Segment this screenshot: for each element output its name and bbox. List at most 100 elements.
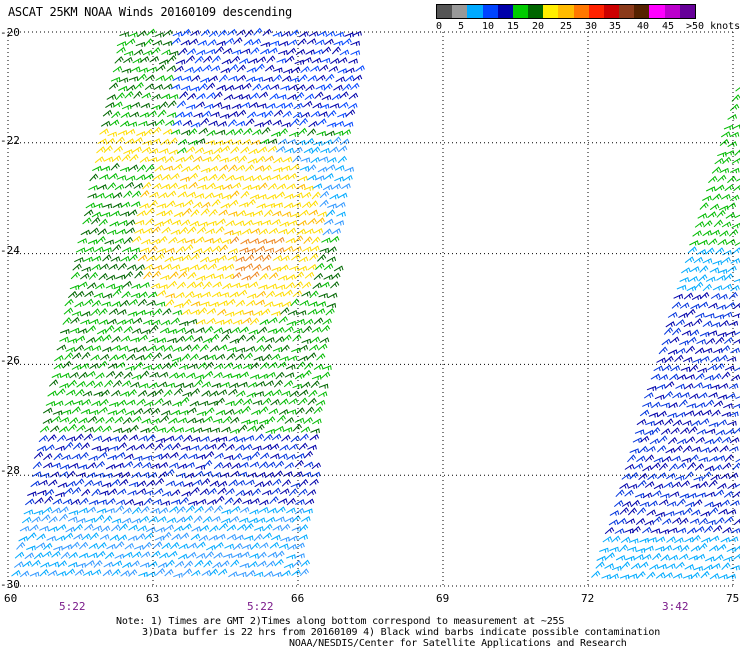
wind-barb bbox=[75, 290, 85, 299]
wind-barb bbox=[635, 517, 646, 525]
colorbar-segment bbox=[543, 5, 559, 18]
wind-barb bbox=[115, 505, 125, 513]
wind-barb bbox=[231, 103, 242, 110]
wind-barb bbox=[267, 328, 278, 334]
wind-barb bbox=[689, 454, 699, 462]
wind-barb bbox=[191, 526, 201, 532]
wind-barb bbox=[268, 408, 279, 415]
wind-barb bbox=[704, 438, 715, 445]
wind-barb bbox=[316, 353, 326, 361]
colorbar-label: 20 bbox=[532, 21, 545, 32]
wind-barb bbox=[331, 272, 341, 280]
wind-barb bbox=[124, 138, 135, 145]
wind-barb bbox=[329, 193, 339, 200]
wind-barb bbox=[690, 545, 701, 552]
wind-barb bbox=[295, 91, 305, 100]
wind-barb bbox=[57, 482, 68, 488]
wind-barb bbox=[693, 499, 703, 507]
wind-barb bbox=[321, 237, 331, 243]
wind-barb bbox=[639, 561, 649, 569]
wind-barb bbox=[680, 366, 691, 372]
wind-barb bbox=[220, 145, 231, 153]
wind-barb bbox=[194, 470, 204, 478]
wind-barb bbox=[69, 371, 79, 379]
wind-barb bbox=[162, 263, 172, 270]
wind-barb bbox=[160, 183, 171, 190]
wind-barb bbox=[627, 483, 638, 490]
wind-barb bbox=[190, 309, 200, 315]
wind-barb bbox=[155, 567, 166, 576]
wind-barb bbox=[700, 570, 710, 579]
wind-barb bbox=[243, 219, 254, 227]
wind-barb bbox=[195, 236, 205, 244]
wind-barb bbox=[154, 388, 164, 396]
wind-barb bbox=[144, 83, 155, 90]
wind-barb bbox=[651, 462, 661, 470]
wind-barb bbox=[275, 145, 286, 153]
wind-barb bbox=[174, 434, 184, 442]
wind-barb bbox=[63, 307, 74, 315]
wind-barb bbox=[228, 63, 239, 72]
wind-barb bbox=[123, 551, 133, 558]
wind-barb bbox=[261, 126, 271, 135]
wind-barb bbox=[91, 263, 101, 271]
wind-barb bbox=[320, 325, 331, 333]
wind-barb bbox=[705, 337, 716, 345]
wind-barb bbox=[314, 91, 324, 99]
wind-barb bbox=[720, 345, 731, 353]
wind-barb bbox=[169, 271, 179, 279]
wind-barb bbox=[288, 131, 299, 137]
wind-barb bbox=[628, 538, 639, 544]
wind-barb bbox=[708, 238, 718, 246]
wind-barb bbox=[131, 190, 142, 198]
wind-barb bbox=[215, 353, 226, 361]
wind-barb bbox=[681, 457, 692, 463]
wind-barb bbox=[311, 326, 322, 333]
wind-barb bbox=[105, 283, 116, 289]
wind-barb bbox=[95, 461, 106, 469]
wind-barb bbox=[330, 281, 340, 289]
wind-barb bbox=[64, 399, 75, 406]
wind-barb bbox=[123, 461, 134, 468]
wind-barb bbox=[123, 56, 133, 64]
colorbar-label: 35 bbox=[609, 21, 622, 32]
colorbar-segment bbox=[679, 5, 695, 18]
wind-barb bbox=[689, 364, 699, 373]
lat-lon-grid bbox=[7, 31, 734, 587]
wind-barb bbox=[249, 92, 260, 100]
wind-barb bbox=[213, 327, 224, 334]
wind-barb bbox=[185, 462, 195, 468]
wind-barb bbox=[102, 203, 112, 209]
wind-barb bbox=[232, 272, 242, 280]
wind-barb bbox=[698, 456, 709, 463]
wind-barb bbox=[235, 164, 246, 172]
wind-barb bbox=[130, 560, 140, 568]
wind-barb bbox=[264, 110, 274, 118]
wind-barb bbox=[38, 435, 49, 443]
wind-barb bbox=[161, 490, 172, 497]
wind-barb bbox=[224, 37, 235, 45]
wind-barb bbox=[119, 211, 130, 217]
wind-barb bbox=[217, 308, 227, 316]
wind-barb bbox=[150, 463, 161, 469]
wind-barb bbox=[87, 239, 98, 245]
wind-barb bbox=[208, 165, 219, 172]
wind-barb bbox=[665, 381, 675, 389]
wind-barb bbox=[727, 175, 737, 184]
wind-barb bbox=[305, 84, 315, 92]
wind-barb bbox=[145, 218, 155, 226]
wind-barb bbox=[322, 318, 332, 325]
wind-barb bbox=[73, 523, 83, 532]
wind-barb bbox=[176, 281, 187, 289]
wind-barb bbox=[169, 506, 179, 513]
wind-barb bbox=[97, 541, 107, 550]
wind-barb bbox=[184, 334, 194, 342]
wind-barb bbox=[106, 229, 117, 235]
wind-barb bbox=[310, 245, 320, 252]
wind-barb bbox=[684, 471, 694, 480]
wind-barb-swaths bbox=[11, 27, 740, 580]
wind-barb bbox=[258, 461, 269, 469]
wind-barb bbox=[32, 471, 42, 478]
wind-barb bbox=[688, 426, 698, 434]
wind-barb bbox=[116, 41, 127, 47]
